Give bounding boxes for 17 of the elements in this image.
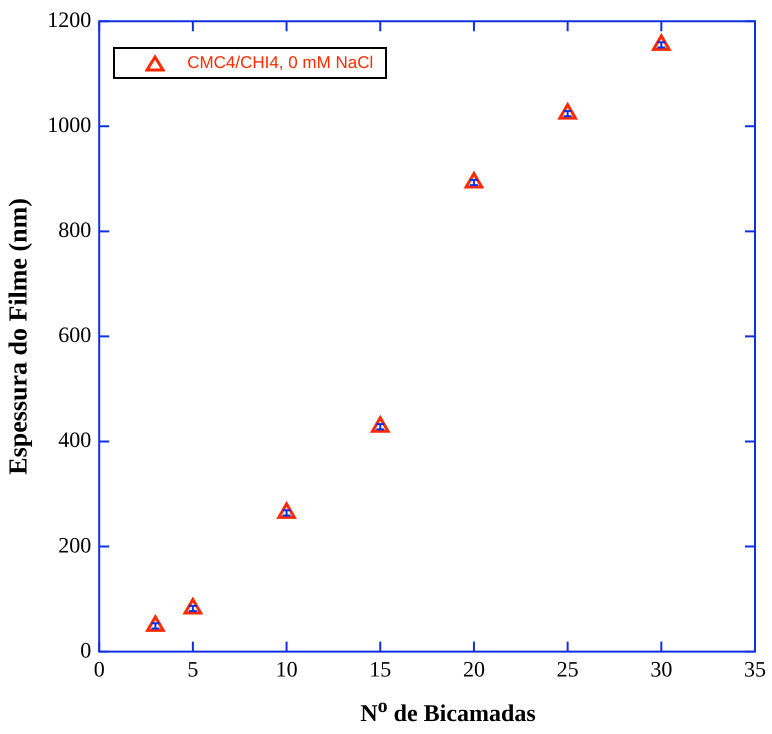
x-tick-label: 25: [556, 656, 579, 682]
x-tick-label: 20: [462, 656, 485, 682]
x-tick-label: 15: [369, 656, 392, 682]
x-tick-label: 35: [744, 656, 766, 682]
y-tick-label: 1200: [47, 6, 92, 32]
x-tick-label: 30: [650, 656, 672, 682]
y-axis-title: Espessura do Filme (nm): [3, 198, 32, 475]
legend-label: CMC4/CHI4, 0 mM NaCl: [187, 53, 374, 74]
y-tick-label: 800: [58, 217, 92, 242]
x-tick-label: 10: [276, 656, 298, 682]
y-tick-label: 200: [58, 532, 92, 558]
y-tick-label: 600: [58, 322, 92, 348]
x-tick-label: 5: [187, 656, 198, 682]
y-tick-label: 400: [58, 427, 92, 452]
y-tick-label: 1000: [47, 112, 92, 138]
y-tick-label: 0: [80, 637, 92, 662]
x-axis-title: N$^{o}$ de Bicamadas: [359, 695, 537, 728]
